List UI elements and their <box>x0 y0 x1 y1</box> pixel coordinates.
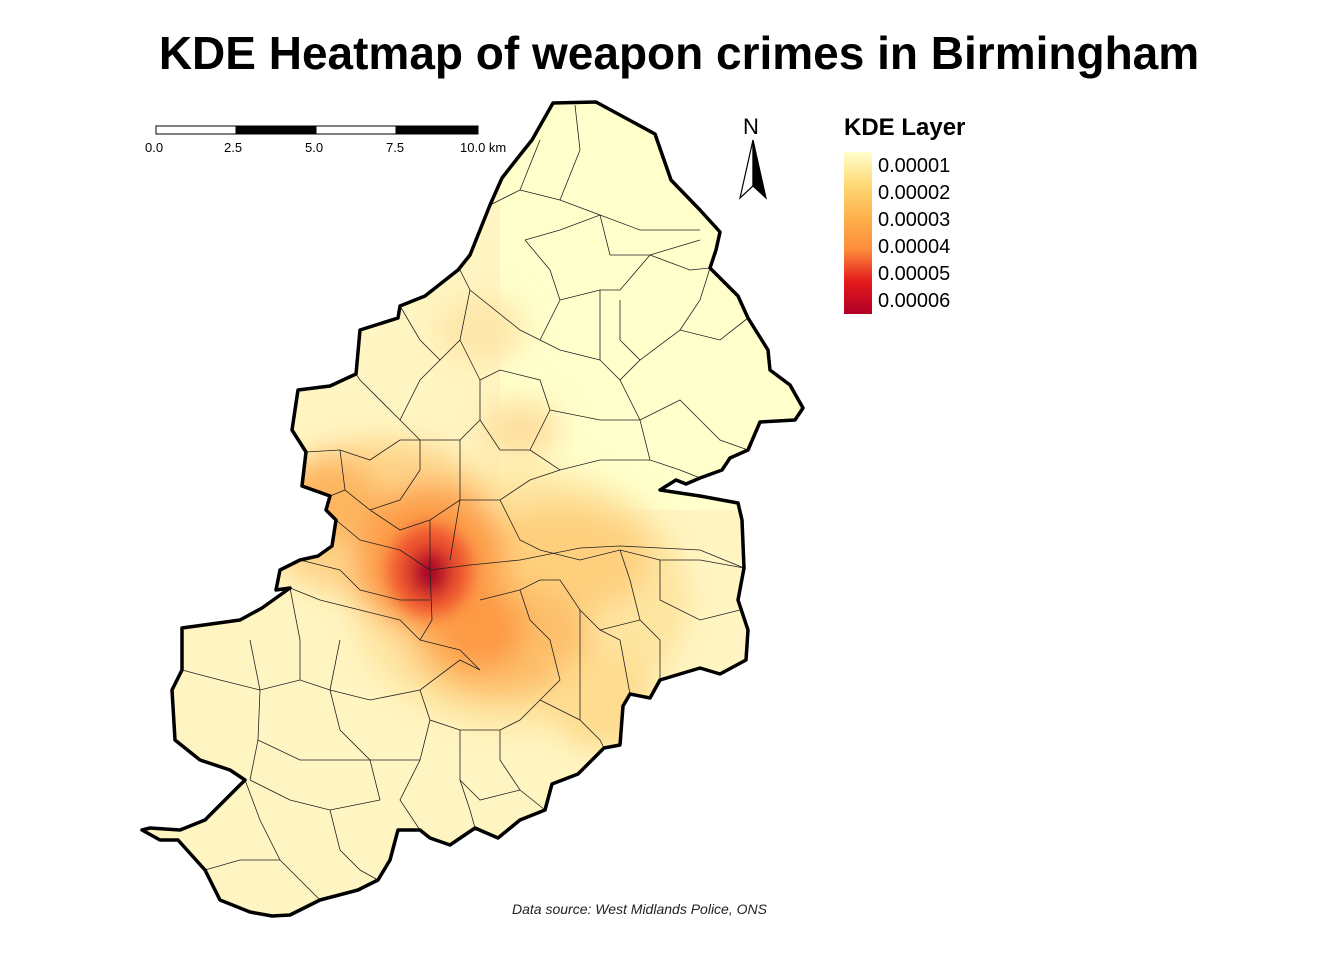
heatmap-zone <box>435 295 525 365</box>
ward-line <box>339 440 421 511</box>
ward-line <box>619 639 631 695</box>
ward-line <box>419 520 433 641</box>
ward-line <box>519 589 561 701</box>
ward-line <box>329 489 346 497</box>
ward-line <box>335 519 431 571</box>
birmingham-boundary <box>140 100 805 918</box>
ward-line <box>539 699 605 749</box>
heatmap-zone <box>550 650 650 750</box>
scale-bar-label: 7.5 <box>386 140 404 155</box>
legend-label: 0.00006 <box>878 290 951 312</box>
legend-color-ramp <box>844 152 872 314</box>
scale-bar-label: 10.0 km <box>460 140 506 155</box>
ward-line <box>459 779 521 801</box>
ward-line <box>539 339 601 361</box>
ward-line <box>429 545 745 571</box>
ward-line <box>257 739 370 761</box>
ward-line <box>639 399 749 451</box>
legend-label: 0.00004 <box>878 236 951 258</box>
heatmap-zone <box>435 590 525 670</box>
ward-line <box>249 639 261 781</box>
ward-line <box>289 587 301 680</box>
scale-bar-label: 0.0 <box>145 140 163 155</box>
ward-line <box>559 104 581 201</box>
ward-line <box>659 560 741 621</box>
ward-line <box>449 499 461 561</box>
ward-line <box>399 419 481 441</box>
ward-line <box>460 469 561 501</box>
kde-heatmap-layer <box>142 102 803 916</box>
ward-line <box>559 254 711 301</box>
legend-label: 0.00001 <box>878 155 951 177</box>
ward-line <box>329 639 381 801</box>
ward-line <box>549 409 640 421</box>
scale-bar-segment <box>395 125 479 135</box>
ward-line <box>459 339 481 381</box>
legend: KDE Layer 0.00001 0.00002 0.00003 0.0000… <box>842 114 966 314</box>
ward-line <box>419 689 541 731</box>
scale-bar-label: 2.5 <box>224 140 242 155</box>
ward-line <box>619 300 641 361</box>
scale-bar: 0.0 2.5 5.0 7.5 10.0 km <box>145 125 506 155</box>
ward-line <box>524 214 701 256</box>
ward-line <box>679 267 711 331</box>
ward-line <box>204 859 280 871</box>
ward-boundaries <box>181 104 749 901</box>
ward-line <box>599 619 661 680</box>
ward-line <box>329 809 379 881</box>
ward-line <box>529 449 650 471</box>
scale-bar-segment <box>235 125 317 135</box>
ward-line <box>305 439 420 461</box>
ward-line <box>299 559 430 601</box>
legend-label: 0.00003 <box>878 209 951 231</box>
map-title: KDE Heatmap of weapon crimes in Birmingh… <box>158 27 1200 79</box>
scale-bar-segment <box>315 125 397 135</box>
ward-line <box>499 730 546 811</box>
ward-line <box>459 730 476 829</box>
ward-line <box>249 779 381 811</box>
legend-label: 0.00002 <box>878 182 951 204</box>
ward-line <box>619 549 641 621</box>
north-arrow-label: N <box>743 114 759 139</box>
data-source-caption: Data source: West Midlands Police, ONS <box>512 901 767 917</box>
ward-line <box>289 587 481 671</box>
ward-line <box>479 369 551 451</box>
legend-label: 0.00005 <box>878 263 951 285</box>
ward-line <box>399 719 431 831</box>
north-arrow-icon <box>738 139 754 200</box>
scale-bar-segment <box>155 125 237 135</box>
scale-bar-label: 5.0 <box>305 140 323 155</box>
ward-line <box>489 139 541 206</box>
heatmap-zone <box>480 400 560 460</box>
north-arrow: N <box>738 114 768 200</box>
ward-line <box>499 499 745 569</box>
legend-title: KDE Layer <box>844 114 966 141</box>
north-arrow-icon <box>752 139 768 200</box>
